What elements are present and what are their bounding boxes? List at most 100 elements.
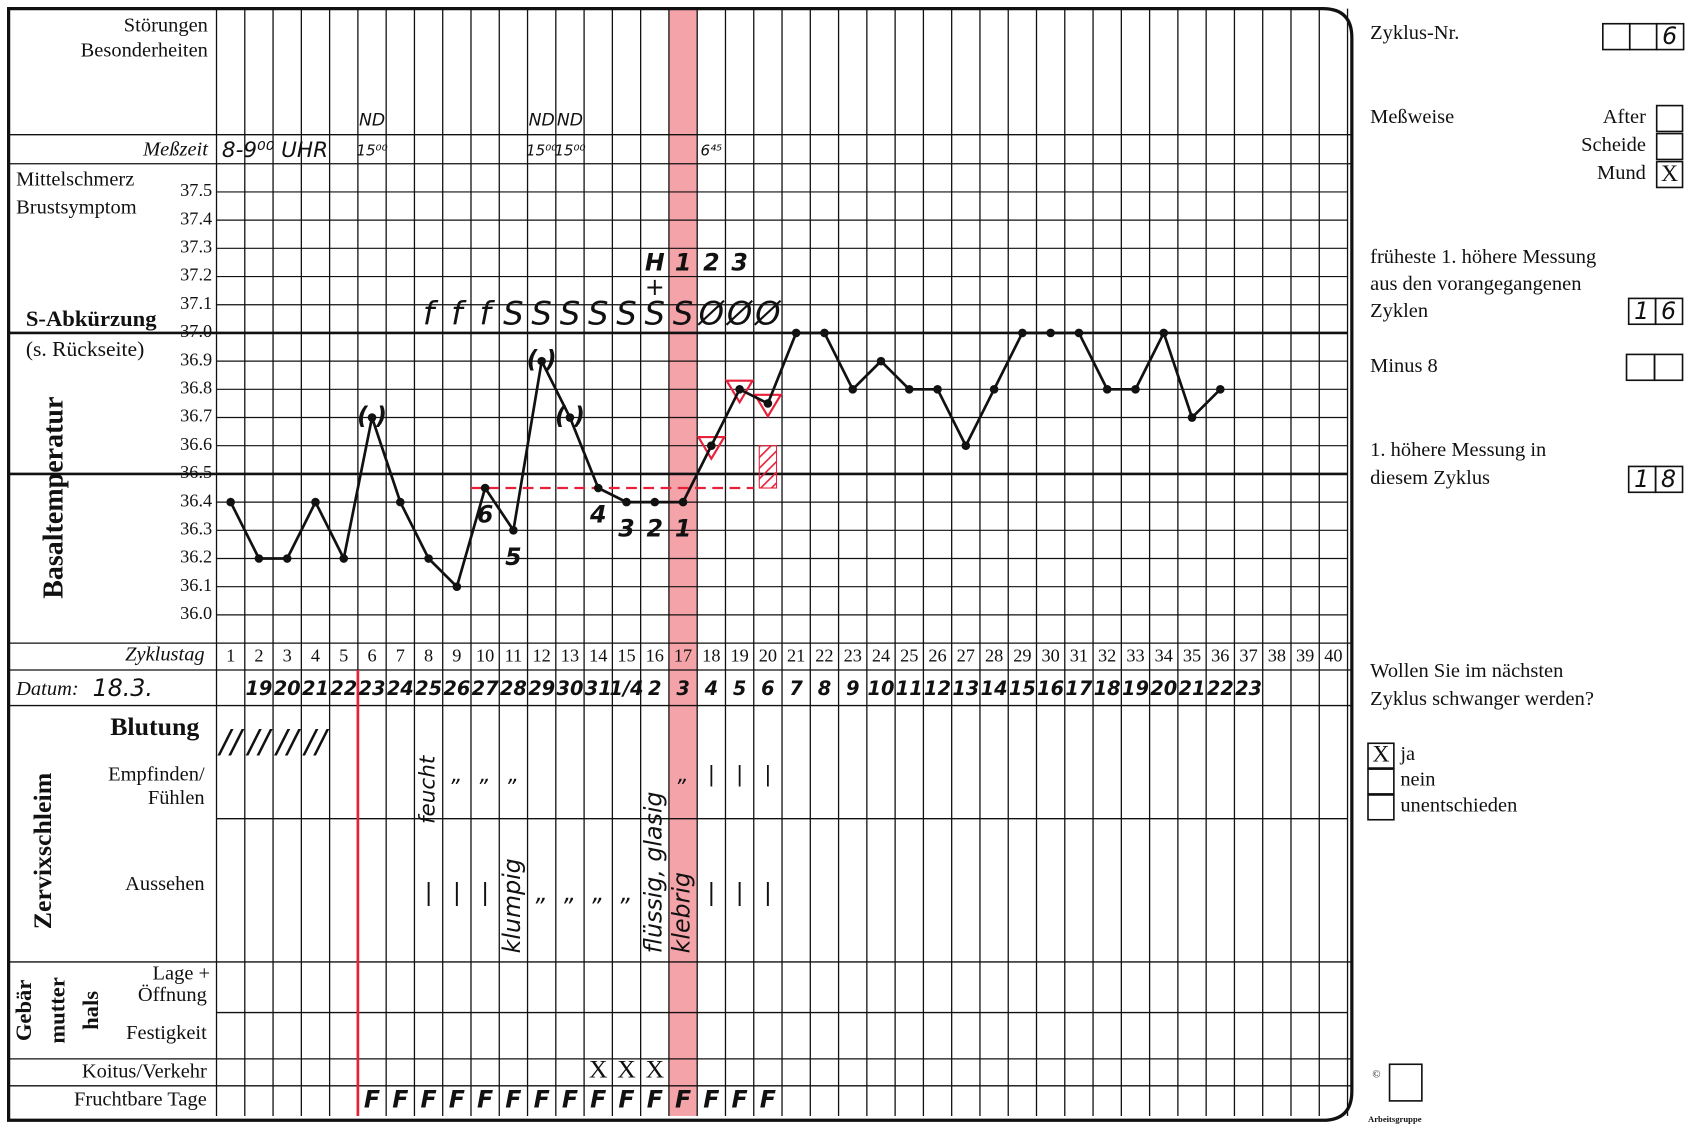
date-start: 18.3. xyxy=(93,674,153,702)
x-tick-label: 30 xyxy=(1041,645,1059,665)
x-tick-label: 1 xyxy=(226,645,235,665)
x-tick-label: 36 xyxy=(1211,645,1229,665)
nd-note: ND xyxy=(359,111,385,131)
fertile-mark: F xyxy=(364,1085,380,1113)
question: Zyklus schwanger werden? xyxy=(1370,688,1594,710)
temperature-point xyxy=(537,356,546,366)
intercourse-label: Koitus/Verkehr xyxy=(82,1061,207,1083)
y-tick-label: 37.2 xyxy=(180,265,212,285)
x-tick-label: 7 xyxy=(396,645,405,665)
cervix-label: Gebär xyxy=(11,980,36,1042)
appearance-mark: „ xyxy=(536,879,548,907)
temperature-point xyxy=(1131,385,1140,394)
x-tick-label: 16 xyxy=(646,645,664,665)
x-tick-label: 40 xyxy=(1324,645,1342,665)
earliest-label: aus den vorangegangenen xyxy=(1370,273,1581,295)
date: 20 xyxy=(1150,677,1177,700)
x-tick-label: 24 xyxy=(872,645,890,665)
temperature-point xyxy=(1159,328,1169,338)
y-tick-label: 36.6 xyxy=(180,434,212,454)
date: 30 xyxy=(556,677,583,700)
x-tick-label: 12 xyxy=(533,645,551,665)
first-higher-digit: 8 xyxy=(1661,465,1676,493)
temperature-point xyxy=(480,483,490,493)
date-label: Datum: xyxy=(15,678,78,700)
date: 6 xyxy=(761,677,774,700)
mucus-label: Zervixschleim xyxy=(28,772,57,929)
date: 5 xyxy=(733,677,746,700)
hatch-bar xyxy=(758,445,778,489)
feeling-mark: feucht xyxy=(416,754,441,824)
x-tick-label: 20 xyxy=(759,645,777,665)
s-code: S xyxy=(503,295,524,333)
feeling-mark: „ xyxy=(451,763,462,788)
x-tick-label: 14 xyxy=(589,645,607,665)
appearance-mark: „ xyxy=(620,879,632,907)
answer-option: nein xyxy=(1400,769,1435,791)
x-tick-label: 11 xyxy=(505,645,523,665)
bleeding-mark: // xyxy=(302,722,330,760)
bleeding-mark: // xyxy=(273,722,301,760)
fertile-mark: F xyxy=(647,1085,663,1113)
fertile-mark: F xyxy=(505,1085,521,1113)
temperature-point xyxy=(367,413,377,422)
fertile-mark: F xyxy=(420,1085,436,1113)
x-tick-label: 33 xyxy=(1126,645,1144,665)
symptom-label: Brustsymptom xyxy=(16,197,137,219)
fertile-mark: F xyxy=(732,1085,748,1113)
nd-note: ND xyxy=(557,111,583,131)
date: 26 xyxy=(443,677,470,700)
y-tick-label: 36.2 xyxy=(180,547,212,567)
date: 16 xyxy=(1037,677,1064,700)
time-label: Meßzeit xyxy=(142,139,209,161)
minus8-label: Minus 8 xyxy=(1370,355,1438,377)
disturbances-label: Störungen xyxy=(124,15,208,37)
temperature-point xyxy=(904,385,914,394)
intercourse-mark: X xyxy=(645,1055,664,1084)
x-tick-label: 21 xyxy=(787,645,805,665)
earliest-digit: 6 xyxy=(1661,297,1676,325)
x-tick-label: 18 xyxy=(702,645,720,665)
appearance-mark: | xyxy=(425,879,433,907)
disturbed-mark: ( ) xyxy=(357,402,387,430)
y-tick-label: 36.1 xyxy=(180,575,212,595)
firmness-label: Festigkeit xyxy=(126,1022,207,1044)
x-tick-label: 10 xyxy=(476,645,494,665)
method-option: After xyxy=(1603,106,1646,128)
temperature-point xyxy=(311,497,320,507)
date: 12 xyxy=(924,677,951,700)
temperature-point xyxy=(282,554,292,563)
highlight-column xyxy=(668,8,698,1116)
date: 28 xyxy=(500,677,527,700)
box xyxy=(1654,297,1684,326)
appearance-label: Aussehen xyxy=(125,873,205,895)
x-tick-label: 8 xyxy=(424,645,433,665)
checkbox xyxy=(1655,132,1684,161)
temperature-point xyxy=(1074,328,1084,338)
temperature-point xyxy=(763,399,773,408)
rise-triangle xyxy=(753,393,783,419)
x-tick-label: 37 xyxy=(1239,645,1257,665)
checkbox xyxy=(1367,742,1395,769)
x-tick-label: 39 xyxy=(1296,645,1314,665)
date: 4 xyxy=(704,677,718,700)
date: 24 xyxy=(387,677,414,700)
earliest-label: früheste 1. höhere Messung xyxy=(1370,246,1596,268)
fertile-mark: F xyxy=(703,1085,719,1113)
first-higher-label: diesem Zyklus xyxy=(1370,467,1490,489)
method-option: Mund xyxy=(1597,162,1646,184)
date: 7 xyxy=(789,677,803,700)
temperature-point xyxy=(735,385,744,394)
fertile-mark: F xyxy=(562,1085,578,1113)
first-higher-label: 1. höhere Messung in xyxy=(1370,439,1546,461)
temperature-point xyxy=(707,441,716,451)
date: 15 xyxy=(1009,677,1036,700)
appearance-mark: klumpig xyxy=(498,858,526,953)
symptom-label: Mittelschmerz xyxy=(16,169,134,191)
cervix-label: hals xyxy=(78,991,103,1030)
date: 1/4 xyxy=(609,677,643,700)
cycle-no: 6 xyxy=(1662,22,1677,50)
x-tick-label: 4 xyxy=(311,645,320,665)
date: 23 xyxy=(1235,677,1262,700)
s-code: Ø xyxy=(753,295,782,333)
